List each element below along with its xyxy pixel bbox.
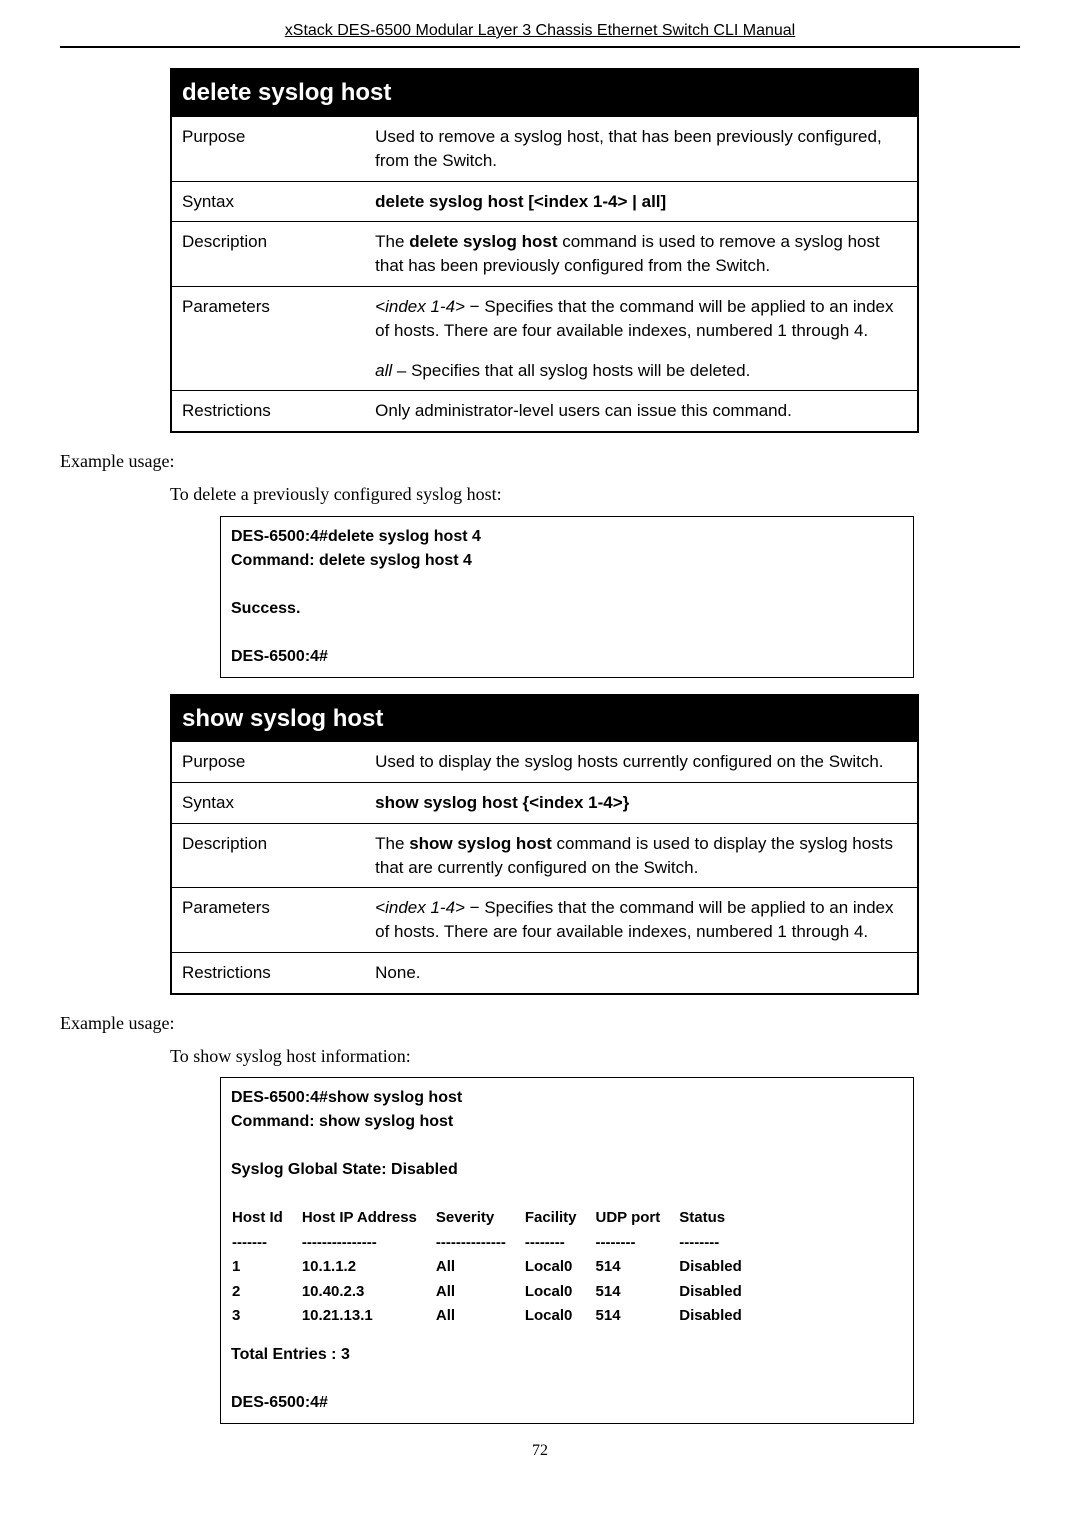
console-line: Syslog Global State: Disabled: [231, 1158, 903, 1182]
col-dash: --------: [595, 1231, 679, 1256]
delete-syslog-host-table: delete syslog host PurposeUsed to remove…: [170, 68, 919, 433]
cell: 3: [231, 1304, 301, 1329]
row-label: Parameters: [171, 888, 365, 953]
row-label: Syntax: [171, 782, 365, 823]
console-line: Command: show syslog host: [231, 1110, 903, 1134]
console-line: Total Entries : 3: [231, 1343, 903, 1367]
console-line: [231, 1134, 903, 1158]
row-label: Purpose: [171, 742, 365, 783]
page-header: xStack DES-6500 Modular Layer 3 Chassis …: [285, 22, 795, 39]
row-label: [171, 351, 365, 391]
row-label: Syntax: [171, 181, 365, 222]
example2-label: Example usage:: [60, 1011, 1020, 1036]
cell: All: [435, 1255, 524, 1280]
console-line: [231, 573, 903, 597]
col-dash: --------: [678, 1231, 760, 1256]
col-header: Severity: [435, 1206, 524, 1231]
cell: 514: [595, 1280, 679, 1305]
col-header: Host Id: [231, 1206, 301, 1231]
cell: Local0: [524, 1304, 595, 1329]
cell: 10.1.1.2: [301, 1255, 435, 1280]
console-line: DES-6500:4#: [231, 1391, 903, 1415]
col-dash: ---------------: [301, 1231, 435, 1256]
cell: Disabled: [678, 1304, 760, 1329]
row-value: The show syslog host command is used to …: [365, 823, 918, 888]
example2-desc: To show syslog host information:: [170, 1044, 1020, 1069]
cell: Local0: [524, 1280, 595, 1305]
console-line: [231, 1367, 903, 1391]
row-label: Restrictions: [171, 952, 365, 993]
col-dash: -------: [231, 1231, 301, 1256]
syslog-host-listing: Host IdHost IP AddressSeverityFacilityUD…: [231, 1206, 760, 1329]
console-line: Command: delete syslog host 4: [231, 549, 903, 573]
row-value: delete syslog host [<index 1-4> | all]: [365, 181, 918, 222]
console-line: Success.: [231, 597, 903, 621]
cell: 2: [231, 1280, 301, 1305]
row-label: Description: [171, 222, 365, 287]
example1-desc: To delete a previously configured syslog…: [170, 482, 1020, 507]
table2-title: show syslog host: [171, 695, 918, 742]
cell: All: [435, 1280, 524, 1305]
row-value: Only administrator-level users can issue…: [365, 391, 918, 432]
row-label: Restrictions: [171, 391, 365, 432]
cell: 10.21.13.1: [301, 1304, 435, 1329]
row-label: Purpose: [171, 116, 365, 181]
console-line: DES-6500:4#show syslog host: [231, 1086, 903, 1110]
cell: 514: [595, 1304, 679, 1329]
col-header: Facility: [524, 1206, 595, 1231]
row-value: Used to display the syslog hosts current…: [365, 742, 918, 783]
row-value: Used to remove a syslog host, that has b…: [365, 116, 918, 181]
row-value: <index 1-4> − Specifies that the command…: [365, 888, 918, 953]
row-label: Description: [171, 823, 365, 888]
console-line: [231, 1182, 903, 1206]
col-header: Host IP Address: [301, 1206, 435, 1231]
cell: 1: [231, 1255, 301, 1280]
row-value: None.: [365, 952, 918, 993]
example1-label: Example usage:: [60, 449, 1020, 474]
row-value: The delete syslog host command is used t…: [365, 222, 918, 287]
console-line: DES-6500:4#delete syslog host 4: [231, 525, 903, 549]
table1-title: delete syslog host: [171, 69, 918, 116]
row-value: show syslog host {<index 1-4>}: [365, 782, 918, 823]
col-dash: --------------: [435, 1231, 524, 1256]
col-dash: --------: [524, 1231, 595, 1256]
console-line: DES-6500:4#: [231, 645, 903, 669]
cell: Disabled: [678, 1255, 760, 1280]
page-number: 72: [60, 1440, 1020, 1462]
col-header: UDP port: [595, 1206, 679, 1231]
cell: All: [435, 1304, 524, 1329]
row-label: Parameters: [171, 286, 365, 350]
show-syslog-host-table: show syslog host PurposeUsed to display …: [170, 694, 919, 995]
row-value: all – Specifies that all syslog hosts wi…: [365, 351, 918, 391]
cell: 10.40.2.3: [301, 1280, 435, 1305]
row-value: <index 1-4> − Specifies that the command…: [365, 286, 918, 350]
cell: Local0: [524, 1255, 595, 1280]
example1-console: DES-6500:4#delete syslog host 4Command: …: [220, 516, 914, 678]
console-line: [231, 621, 903, 645]
example2-console: DES-6500:4#show syslog hostCommand: show…: [220, 1077, 914, 1424]
cell: Disabled: [678, 1280, 760, 1305]
cell: 514: [595, 1255, 679, 1280]
col-header: Status: [678, 1206, 760, 1231]
